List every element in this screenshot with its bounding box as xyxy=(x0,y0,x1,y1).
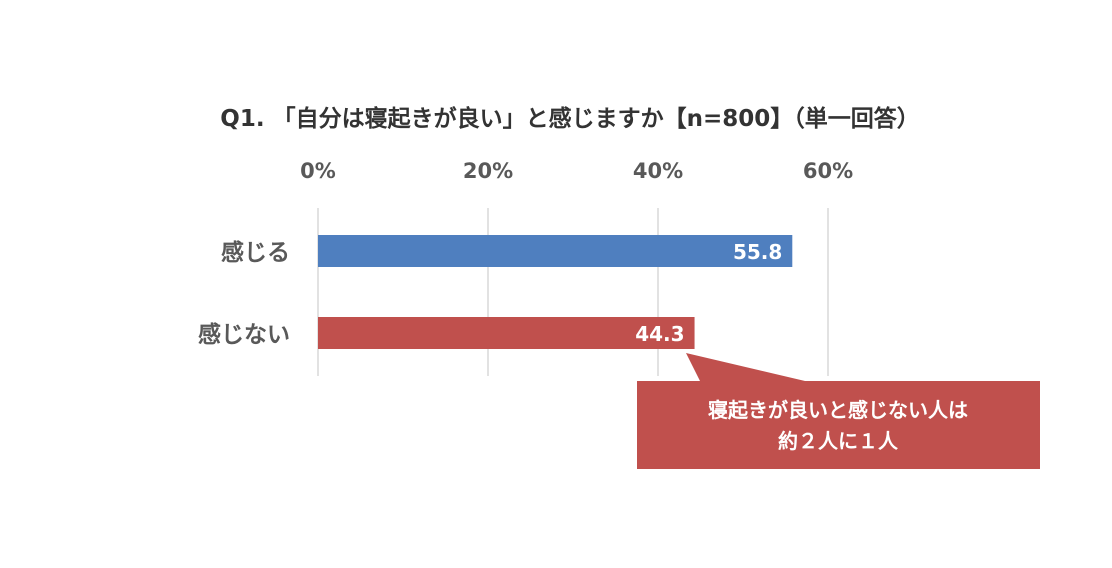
callout-text: 約２人に１人 xyxy=(778,429,899,453)
data-label: 44.3 xyxy=(635,322,684,346)
callout-box xyxy=(637,353,1040,469)
bar-not-feel xyxy=(318,317,695,349)
bar-feel xyxy=(318,235,793,267)
x-tick-label: 0% xyxy=(300,159,336,183)
x-tick-label: 60% xyxy=(803,159,853,183)
callout-text: 寝起きが良いと感じない人は xyxy=(708,398,968,422)
chart-title: Q1. 「自分は寝起きが良い」と感じますか【n=800】（単一回答） xyxy=(220,105,919,132)
x-tick-label: 40% xyxy=(633,159,683,183)
category-label: 感じない xyxy=(198,321,290,348)
category-label: 感じる xyxy=(221,239,290,266)
data-label: 55.8 xyxy=(733,240,782,264)
x-tick-label: 20% xyxy=(463,159,513,183)
